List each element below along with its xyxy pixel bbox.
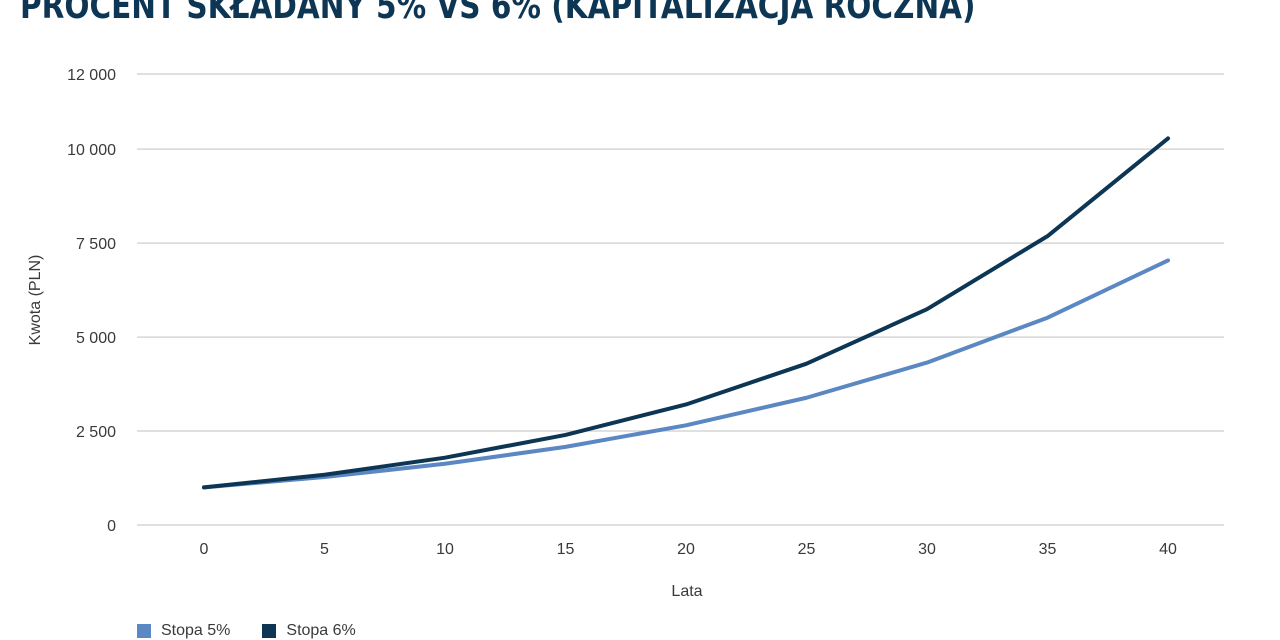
legend-swatch [137, 624, 151, 638]
y-axis-label: Kwota (PLN) [27, 255, 44, 346]
legend: Stopa 5% Stopa 6% [137, 622, 356, 640]
x-axis-label: Lata [671, 583, 702, 600]
legend-label: Stopa 6% [286, 622, 356, 639]
x-tick-label: 20 [677, 541, 695, 558]
x-axis-ticks: 0 5 10 15 20 25 30 35 40 [200, 541, 1177, 558]
y-tick-label: 5 000 [76, 330, 116, 347]
legend-label: Stopa 5% [161, 622, 231, 639]
y-tick-label: 7 500 [76, 236, 116, 253]
x-tick-label: 35 [1039, 541, 1057, 558]
y-axis-ticks: 0 2 500 5 000 7 500 10 000 12 000 [67, 67, 116, 535]
y-tick-label: 12 000 [67, 67, 116, 84]
series-line-2 [202, 136, 1170, 490]
series-line-1 [202, 258, 1170, 490]
gridlines [137, 73, 1224, 526]
y-tick-label: 10 000 [67, 142, 116, 159]
x-tick-label: 15 [557, 541, 575, 558]
legend-swatch [262, 624, 277, 638]
y-tick-label: 2 500 [76, 424, 116, 441]
x-tick-label: 0 [200, 541, 209, 558]
y-tick-label: 0 [107, 518, 116, 535]
chart-title: PROCENT SKŁADANY 5% VS 6% (KAPITALIZACJA… [20, 0, 976, 27]
x-tick-label: 25 [798, 541, 816, 558]
x-tick-label: 10 [436, 541, 454, 558]
legend-item: Stopa 6% [262, 622, 356, 640]
legend-item: Stopa 5% [137, 622, 230, 640]
series-lines [202, 136, 1170, 490]
x-tick-label: 30 [918, 541, 936, 558]
x-tick-label: 40 [1159, 541, 1177, 558]
x-tick-label: 5 [320, 541, 329, 558]
